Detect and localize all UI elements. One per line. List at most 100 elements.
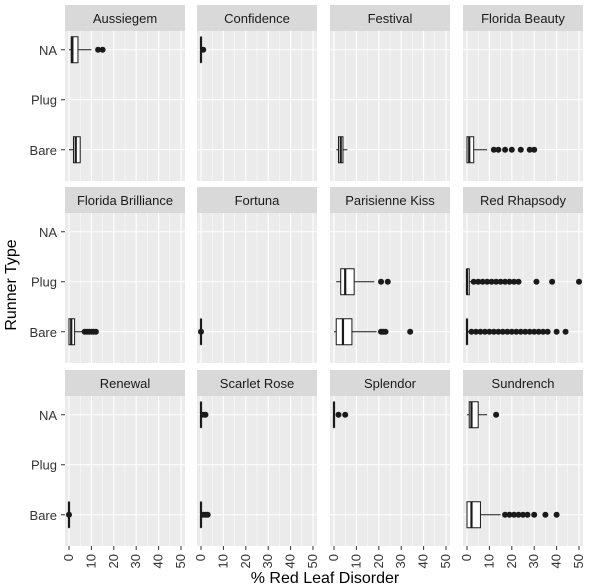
facet-title: Sundrench	[492, 376, 555, 391]
outlier-point	[490, 328, 497, 335]
outlier-point	[531, 328, 538, 335]
facet-panels: Aussiegem Confidence Festival Florida Beaut…	[65, 5, 583, 546]
outlier-point	[531, 146, 538, 153]
box-bare	[68, 318, 99, 346]
outlier-point	[540, 328, 547, 335]
outlier-point	[517, 328, 524, 335]
facet-panel: Parisienne Kiss	[330, 187, 450, 363]
facet-title: Confidence	[224, 11, 290, 26]
facet-panel: Florida Brilliance	[65, 187, 185, 363]
outlier-point	[204, 511, 211, 518]
x-tick-label: 0	[326, 554, 341, 561]
iqr-box	[468, 401, 479, 429]
y-tick-label: Plug	[31, 458, 57, 473]
facet-title: Scarlet Rose	[220, 376, 294, 391]
outlier-point	[533, 278, 540, 285]
box-bare	[336, 136, 348, 164]
iqr-box	[70, 36, 79, 64]
facet-panel: Festival	[330, 5, 450, 181]
outlier-point	[92, 328, 99, 335]
x-tick-label: 10	[83, 554, 98, 568]
outlier-point	[553, 511, 560, 518]
facet-title: Red Rhapsody	[480, 193, 566, 208]
outlier-point	[502, 146, 509, 153]
iqr-box	[466, 136, 475, 164]
x-tick-label: 0	[193, 554, 208, 561]
outlier-point	[495, 328, 502, 335]
x-tick-label: 30	[393, 554, 408, 568]
outlier-point	[544, 328, 551, 335]
y-tick-label: Plug	[31, 275, 57, 290]
facet-title: Splendor	[364, 376, 417, 391]
facet-strip	[65, 187, 185, 213]
facet-panel: Fortuna	[197, 187, 317, 363]
facet-strip	[197, 187, 317, 213]
outlier-point	[526, 146, 533, 153]
outlier-point	[378, 278, 385, 285]
outlier-point	[382, 328, 389, 335]
outlier-point	[504, 328, 511, 335]
box-na	[332, 401, 349, 429]
outlier-point	[477, 328, 484, 335]
outlier-point	[508, 328, 515, 335]
outlier-point	[502, 278, 509, 285]
y-tick-label: Bare	[30, 325, 57, 340]
outlier-point	[335, 411, 342, 418]
outlier-point	[522, 328, 529, 335]
x-tick-label: 20	[238, 554, 253, 568]
x-tick-label: 30	[128, 554, 143, 568]
box-na	[69, 36, 106, 64]
outlier-point	[511, 278, 518, 285]
x-tick-label: 40	[283, 554, 298, 568]
x-tick-label: 30	[260, 554, 275, 568]
box-plug	[465, 268, 582, 296]
y-tick-label: NA	[39, 43, 57, 58]
facet-panel: Aussiegem	[65, 5, 185, 181]
x-tick-label: 20	[106, 554, 121, 568]
facet-strip	[197, 5, 317, 31]
box-na	[467, 401, 500, 429]
outlier-point	[526, 328, 533, 335]
facet-strip	[330, 187, 450, 213]
x-tick-label: 20	[371, 554, 386, 568]
facet-panel: Scarlet Rose	[197, 370, 317, 546]
outlier-point	[508, 146, 515, 153]
outlier-point	[515, 511, 522, 518]
outlier-point	[513, 328, 520, 335]
box-plug	[336, 268, 391, 296]
facet-strip	[65, 370, 185, 396]
outlier-point	[342, 411, 349, 418]
facet-strip	[463, 5, 583, 31]
x-tick-label: 50	[438, 554, 453, 568]
outlier-point	[542, 511, 549, 518]
facet-title: Festival	[368, 11, 413, 26]
outlier-point	[495, 146, 502, 153]
x-axis-title: % Red Leaf Disorder	[251, 570, 400, 587]
outlier-point	[493, 411, 500, 418]
facet-panel: Sundrench	[463, 370, 583, 546]
x-tick-label: 40	[416, 554, 431, 568]
x-tick-label: 50	[173, 554, 188, 568]
outlier-point	[502, 511, 509, 518]
iqr-box	[340, 268, 355, 296]
outlier-point	[486, 328, 493, 335]
box-bare	[466, 501, 560, 529]
facet-strip	[65, 5, 185, 31]
x-tick-label: 10	[215, 554, 230, 568]
facet-strip	[197, 370, 317, 396]
x-tick-label: 10	[348, 554, 363, 568]
facet-strip	[330, 5, 450, 31]
box-na	[199, 36, 207, 64]
outlier-point	[384, 278, 391, 285]
facet-title: Parisienne Kiss	[345, 193, 435, 208]
outlier-point	[535, 328, 542, 335]
outlier-point	[488, 278, 495, 285]
facet-title: Florida Brilliance	[77, 193, 173, 208]
x-tick-label: 30	[526, 554, 541, 568]
outlier-point	[576, 278, 582, 285]
outlier-point	[198, 328, 204, 335]
outlier-point	[202, 411, 209, 418]
outlier-point	[66, 511, 72, 518]
outlier-point	[99, 46, 106, 53]
outlier-point	[490, 146, 497, 153]
